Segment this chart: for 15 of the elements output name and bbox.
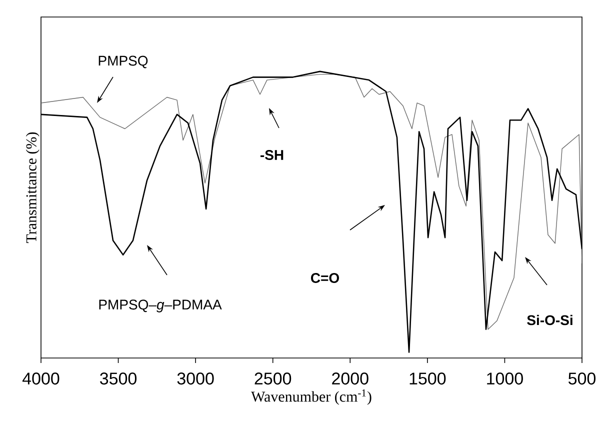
annotation: Si-O-Si bbox=[527, 314, 572, 326]
y-axis-title: Transmittance (%) bbox=[26, 132, 40, 243]
x-tick-label: 3000 bbox=[177, 372, 214, 385]
x-tick-label: 4000 bbox=[22, 372, 60, 385]
x-axis-title: Wavenumber (cm$^{-1}$) bbox=[251, 389, 372, 405]
x-tick-label: 1500 bbox=[410, 372, 446, 385]
x-tick-label: 500 bbox=[568, 372, 596, 385]
text: PMPSQ bbox=[98, 56, 148, 68]
annotation: C=O bbox=[310, 273, 340, 283]
annotation: PMPSQ–g–PDMAA bbox=[99, 300, 222, 312]
annotation: -SH bbox=[260, 150, 284, 160]
x-tick-label: 1000 bbox=[487, 372, 523, 385]
x-tick-label: 2000 bbox=[332, 372, 368, 385]
x-tick-label: 3500 bbox=[100, 372, 137, 385]
x-tick-label: 2500 bbox=[254, 372, 292, 385]
